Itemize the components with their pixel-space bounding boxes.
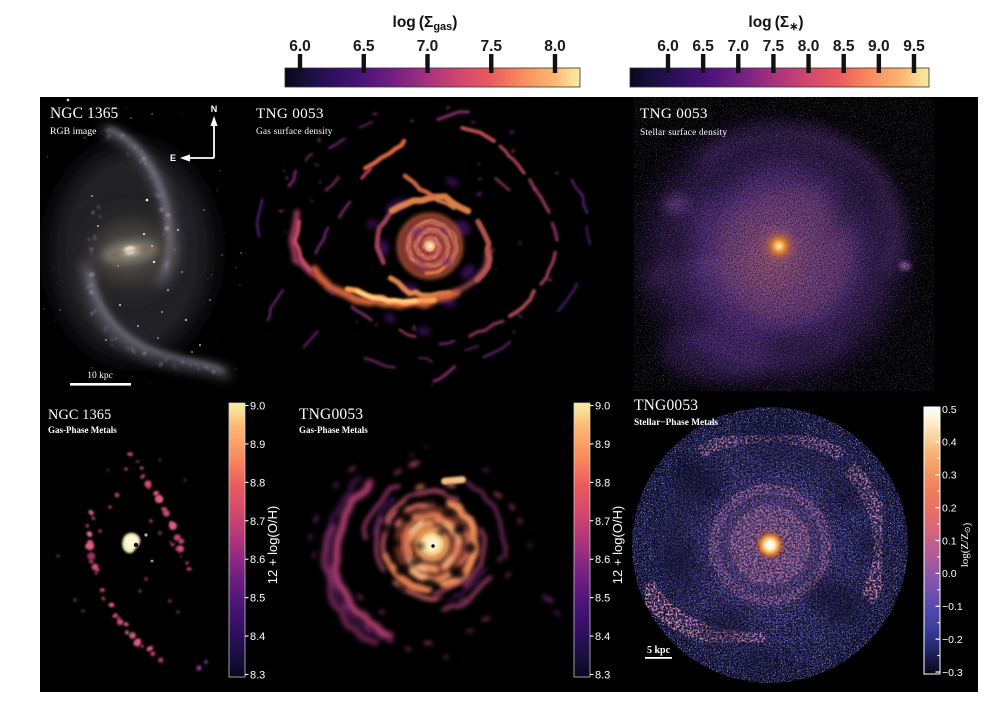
svg-text:TNG0053: TNG0053 — [634, 397, 698, 414]
svg-text:8.5: 8.5 — [250, 593, 265, 605]
svg-text:0.1: 0.1 — [942, 535, 957, 547]
svg-text:Stellar−Phase Metals: Stellar−Phase Metals — [634, 418, 718, 428]
svg-text:12 + log(O/H): 12 + log(O/H) — [610, 506, 625, 584]
svg-text:log(Z/Z⊙): log(Z/Z⊙) — [959, 522, 973, 567]
svg-text:8.9: 8.9 — [250, 439, 265, 451]
svg-text:8.5: 8.5 — [595, 593, 610, 605]
svg-text:7.5: 7.5 — [763, 38, 785, 55]
svg-text:8.6: 8.6 — [250, 554, 265, 566]
svg-text:9.0: 9.0 — [595, 401, 610, 413]
svg-text:TNG 0053: TNG 0053 — [640, 105, 708, 122]
svg-text:Gas surface density: Gas surface density — [256, 126, 333, 137]
svg-text:0.3: 0.3 — [942, 470, 957, 482]
svg-text:9.0: 9.0 — [250, 401, 265, 413]
svg-text:7.0: 7.0 — [727, 38, 749, 55]
svg-text:6.5: 6.5 — [353, 38, 375, 55]
svg-text:0.2: 0.2 — [942, 502, 957, 514]
svg-text:8.0: 8.0 — [798, 38, 820, 55]
svg-text:Stellar surface density: Stellar surface density — [640, 127, 727, 138]
svg-text:−0.1: −0.1 — [942, 601, 963, 613]
svg-text:8.0: 8.0 — [544, 38, 566, 55]
svg-text:RGB image: RGB image — [50, 126, 97, 137]
svg-text:7.5: 7.5 — [480, 38, 502, 55]
svg-text:12 + log(O/H): 12 + log(O/H) — [265, 506, 280, 584]
svg-text:6.0: 6.0 — [289, 38, 311, 55]
svg-text:8.7: 8.7 — [250, 516, 265, 528]
svg-text:E: E — [170, 153, 176, 163]
svg-text:8.8: 8.8 — [595, 477, 610, 489]
svg-text:8.4: 8.4 — [250, 631, 265, 643]
svg-text:Gas-Phase Metals: Gas-Phase Metals — [299, 425, 368, 435]
svg-text:6.0: 6.0 — [657, 38, 679, 55]
svg-text:9.5: 9.5 — [903, 38, 925, 55]
svg-text:8.7: 8.7 — [595, 516, 610, 528]
svg-text:N: N — [211, 104, 218, 114]
svg-text:NGC 1365: NGC 1365 — [48, 407, 111, 423]
svg-text:8.6: 8.6 — [595, 554, 610, 566]
svg-text:0.5: 0.5 — [942, 404, 957, 416]
svg-text:NGC 1365: NGC 1365 — [50, 105, 119, 122]
svg-text:8.4: 8.4 — [595, 631, 610, 643]
svg-text:5 kpc: 5 kpc — [647, 645, 671, 656]
svg-text:−0.3: −0.3 — [942, 667, 963, 679]
svg-text:TNG0053: TNG0053 — [299, 406, 363, 423]
svg-text:10 kpc: 10 kpc — [87, 371, 113, 381]
svg-text:−0.2: −0.2 — [942, 634, 963, 646]
svg-text:8.8: 8.8 — [250, 477, 265, 489]
svg-text:8.5: 8.5 — [833, 38, 855, 55]
svg-text:8.3: 8.3 — [250, 670, 265, 682]
svg-text:7.0: 7.0 — [417, 38, 439, 55]
svg-text:9.0: 9.0 — [868, 38, 890, 55]
svg-text:8.9: 8.9 — [595, 439, 610, 451]
svg-text:6.5: 6.5 — [692, 38, 714, 55]
svg-text:0.0: 0.0 — [942, 568, 957, 580]
svg-text:Gas-Phase Metals: Gas-Phase Metals — [48, 425, 117, 435]
svg-text:0.4: 0.4 — [942, 437, 957, 449]
svg-text:8.3: 8.3 — [595, 670, 610, 682]
svg-text:TNG 0053: TNG 0053 — [256, 105, 324, 122]
